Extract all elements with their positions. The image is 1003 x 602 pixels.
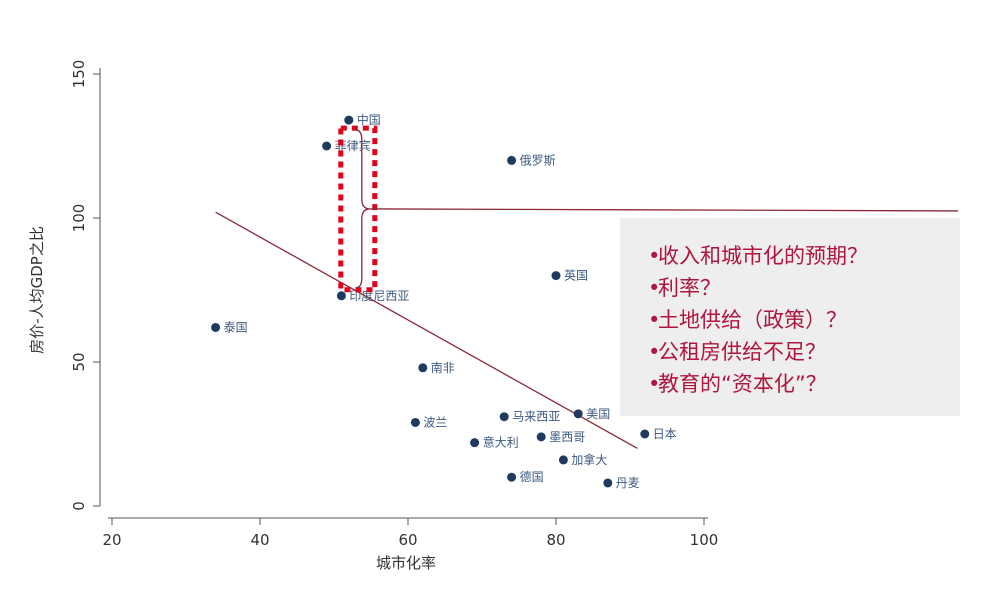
y-axis-title: 房价-人均GDP之比 xyxy=(28,226,46,354)
x-axis-title: 城市化率 xyxy=(376,554,436,572)
data-point xyxy=(551,271,561,281)
y-tick-label: 100 xyxy=(70,204,88,233)
point-label: 南非 xyxy=(431,360,455,375)
point-label: 印度尼西亚 xyxy=(349,288,409,303)
callout-connector xyxy=(369,208,959,212)
point-label: 中国 xyxy=(357,112,381,127)
x-tick-label: 20 xyxy=(102,531,121,549)
bullet-icon: • xyxy=(648,308,661,332)
annotation-group xyxy=(338,125,959,293)
point-label: 墨西哥 xyxy=(549,430,585,444)
x-tick-label: 40 xyxy=(250,531,269,549)
callout-box: •收入和城市化的预期？ •利率？ •土地供给（政策）？ •公租房供给不足？ •教… xyxy=(620,218,960,416)
points-group: 中国菲律宾俄罗斯英国印度尼西亚泰国南非美国马来西亚波兰日本墨西哥意大利加拿大德国… xyxy=(211,112,677,490)
data-point xyxy=(211,322,221,332)
data-point xyxy=(336,291,346,301)
callout-item: •收入和城市化的预期？ xyxy=(648,240,960,272)
data-point xyxy=(410,417,420,427)
data-point xyxy=(640,429,650,439)
point-label: 波兰 xyxy=(423,415,447,429)
data-point xyxy=(322,141,332,151)
y-tick-label: 150 xyxy=(70,60,88,89)
fit-line xyxy=(215,211,638,449)
point-label: 英国 xyxy=(564,269,588,283)
callout-item: •土地供给（政策）？ xyxy=(648,304,960,336)
fit-line-group xyxy=(215,211,638,449)
x-tick-label: 60 xyxy=(398,531,417,549)
x-tick-label: 100 xyxy=(690,531,719,549)
point-label: 马来西亚 xyxy=(512,410,560,424)
data-point xyxy=(536,432,546,442)
data-point xyxy=(507,155,517,165)
brace-icon xyxy=(355,129,370,289)
axes: 20 40 60 80 100 0 50 100 150 xyxy=(70,60,718,549)
callout-item: •公租房供给不足？ xyxy=(648,336,960,368)
point-label: 意大利 xyxy=(483,435,519,450)
point-label: 德国 xyxy=(520,469,544,484)
bullet-icon: • xyxy=(648,340,661,364)
point-label: 俄罗斯 xyxy=(520,153,556,167)
bullet-icon: • xyxy=(648,372,661,396)
data-point xyxy=(573,409,583,419)
bullet-icon: • xyxy=(648,244,661,268)
callout-item: •教育的“资本化”？ xyxy=(648,368,960,400)
bullet-icon: • xyxy=(648,276,661,300)
y-tick-label: 0 xyxy=(70,501,88,511)
data-point xyxy=(558,455,568,465)
y-tick-label: 50 xyxy=(70,352,88,371)
callout-item: •利率？ xyxy=(648,272,960,304)
point-label: 泰国 xyxy=(224,320,248,334)
data-point xyxy=(603,478,613,488)
x-tick-label: 80 xyxy=(546,531,565,549)
point-label: 丹麦 xyxy=(616,476,640,490)
data-point xyxy=(470,438,480,448)
data-point xyxy=(499,412,509,422)
data-point xyxy=(507,472,517,482)
point-label: 加拿大 xyxy=(571,452,607,467)
data-point xyxy=(418,363,428,373)
data-point xyxy=(344,115,354,125)
point-label: 日本 xyxy=(653,427,677,441)
point-label: 美国 xyxy=(586,407,610,421)
